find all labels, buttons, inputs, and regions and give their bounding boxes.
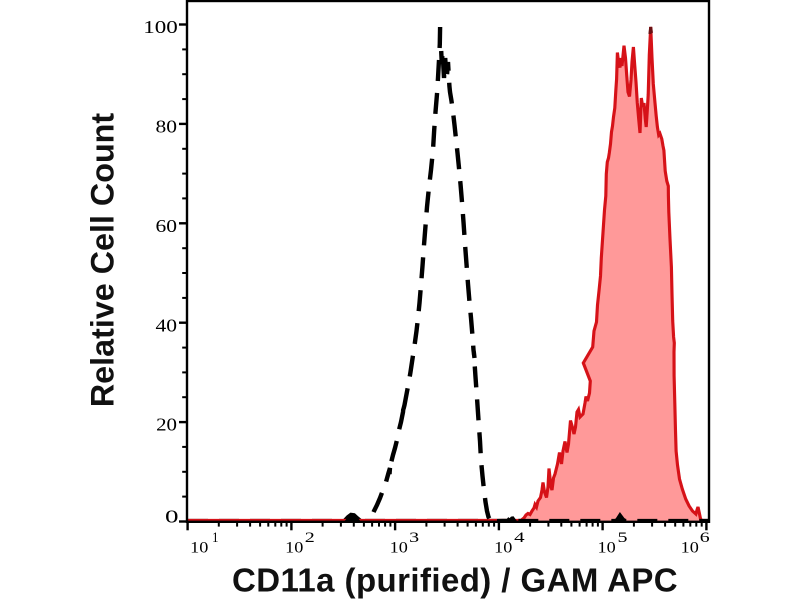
svg-text:5: 5 xyxy=(618,530,628,546)
svg-text:100: 100 xyxy=(143,17,178,37)
svg-text:10: 10 xyxy=(285,540,303,557)
svg-text:0: 0 xyxy=(165,507,179,527)
svg-text:Relative Cell Count: Relative Cell Count xyxy=(85,113,121,408)
svg-text:3: 3 xyxy=(409,530,419,546)
svg-text:2: 2 xyxy=(305,530,315,546)
svg-text:60: 60 xyxy=(156,216,178,236)
svg-text:40: 40 xyxy=(156,315,178,335)
svg-text:6: 6 xyxy=(700,530,710,546)
svg-text:4: 4 xyxy=(514,530,526,546)
svg-text:10: 10 xyxy=(681,540,699,557)
svg-text:20: 20 xyxy=(156,415,177,435)
svg-text:CD11a (purified) / GAM APC: CD11a (purified) / GAM APC xyxy=(232,562,678,599)
svg-text:10: 10 xyxy=(390,540,408,557)
svg-text:80: 80 xyxy=(156,117,178,137)
svg-text:1: 1 xyxy=(212,530,219,546)
svg-text:10: 10 xyxy=(190,540,208,557)
svg-text:10: 10 xyxy=(598,540,616,557)
svg-text:10: 10 xyxy=(494,540,512,557)
